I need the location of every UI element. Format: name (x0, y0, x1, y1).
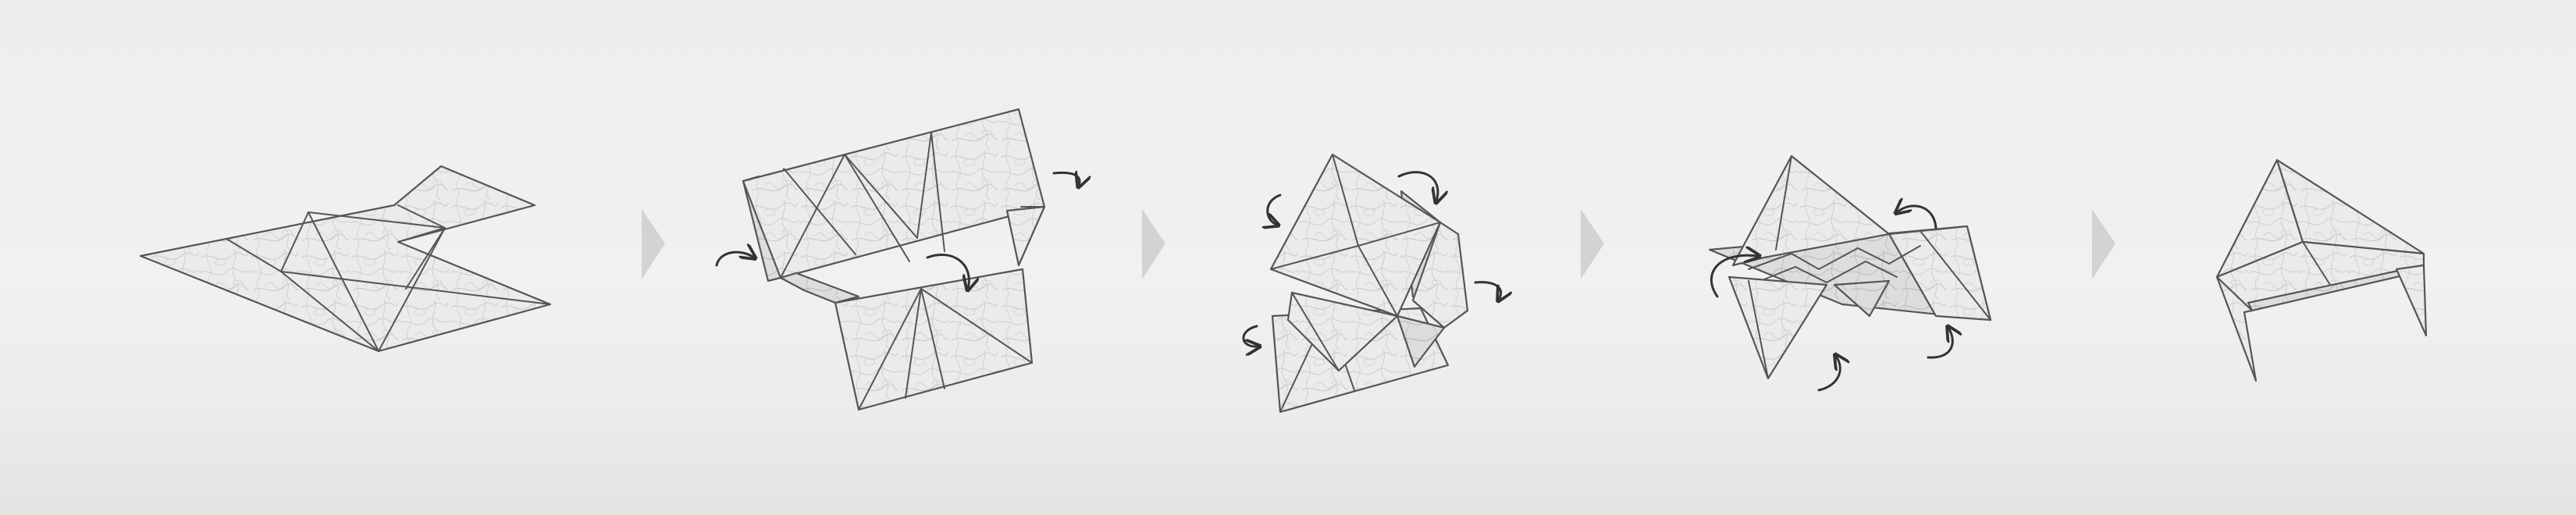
curved-arrow-icon (1397, 171, 1438, 201)
step-2-first-folds (715, 108, 1080, 411)
step-5-finished-form (2215, 158, 2428, 382)
upper-panel (742, 108, 1046, 279)
curved-arrow-icon (1710, 255, 1758, 298)
curved-arrow-icon (1897, 206, 1937, 229)
curved-arrow-icon (1927, 328, 1952, 359)
curved-arrow-icon (1817, 356, 1840, 392)
curved-arrow-icon (1268, 194, 1280, 225)
step-4-nearly-folded (1708, 154, 1992, 392)
curved-arrow-icon (1242, 325, 1258, 346)
chevron-right-icon (1581, 209, 1604, 279)
chevron-right-icon (2092, 209, 2115, 279)
peak-face (1731, 154, 1891, 267)
curved-arrow-icon (1052, 172, 1080, 186)
curved-arrow-icon (715, 252, 754, 267)
curved-arrow-icon (926, 254, 969, 289)
chevron-right-icon (642, 209, 665, 279)
net-sheet (139, 165, 552, 353)
curved-arrow-icon (1474, 281, 1501, 300)
left-leg (2215, 275, 2258, 382)
right-leg (2395, 264, 2428, 337)
step-1-flat-net (139, 165, 552, 353)
step-3-partially-folded (1242, 153, 1501, 414)
chevron-right-icon (1142, 209, 1165, 279)
